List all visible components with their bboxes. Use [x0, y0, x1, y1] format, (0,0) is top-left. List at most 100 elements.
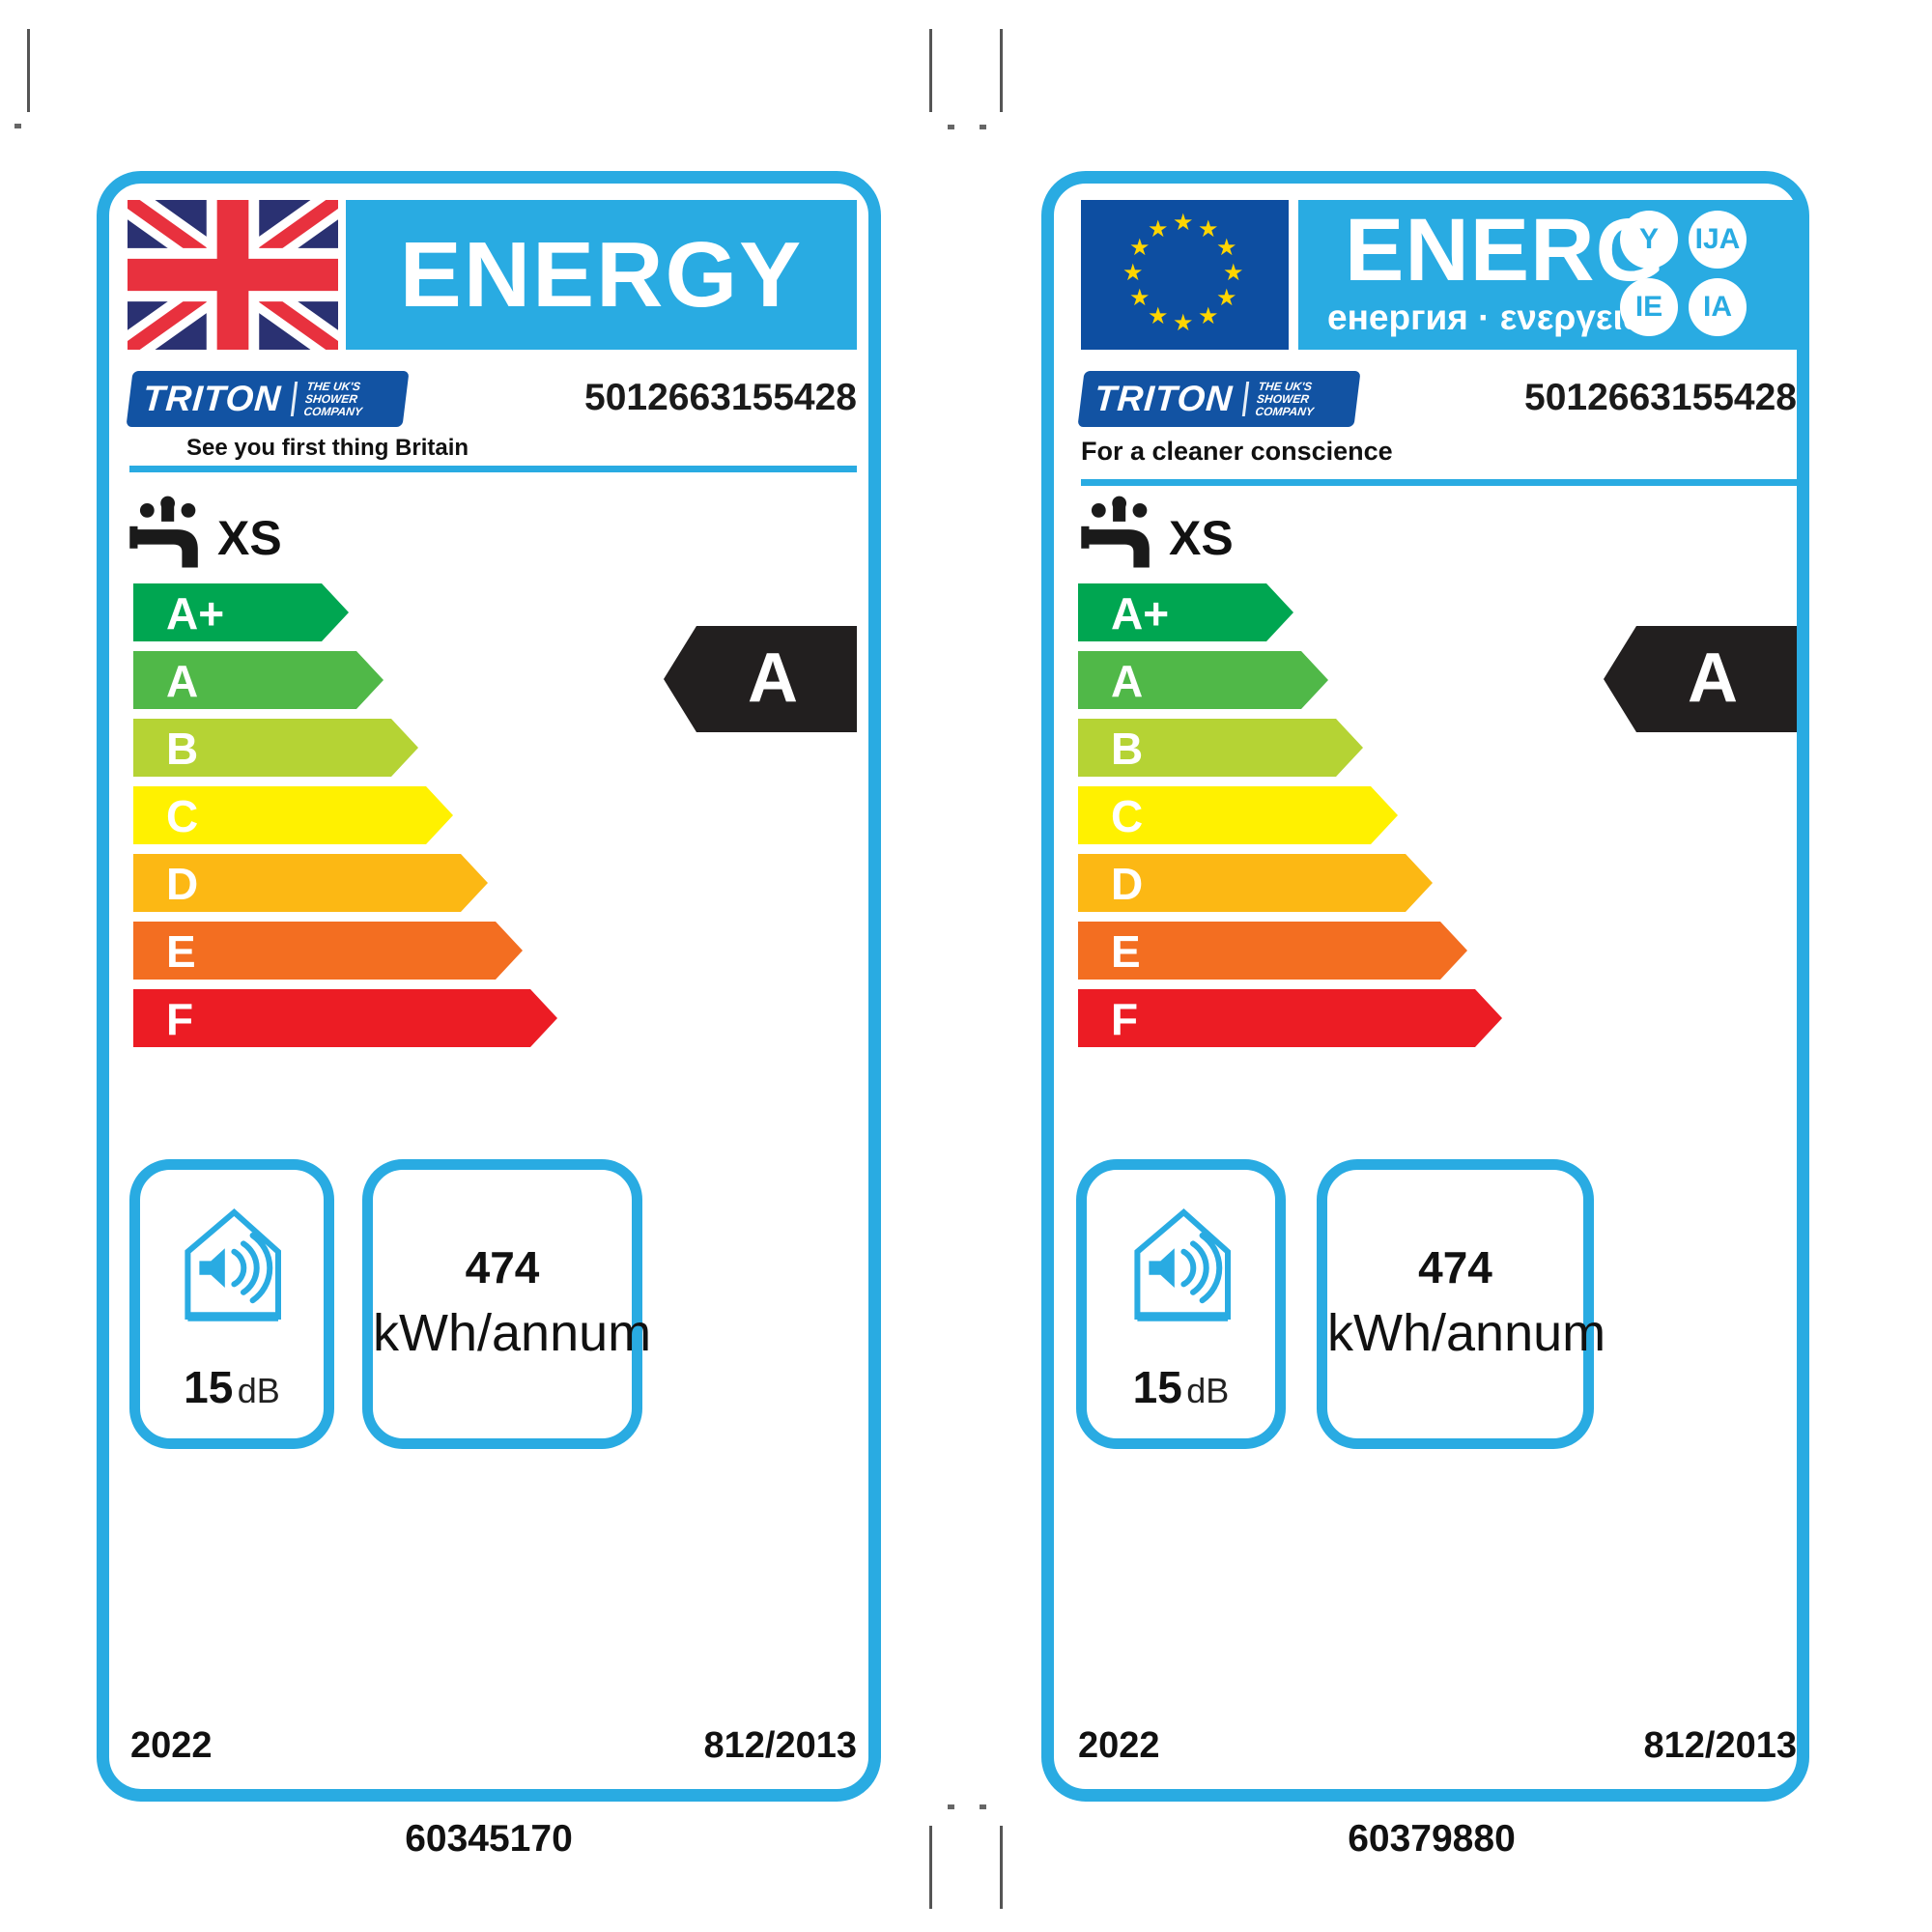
rating-letter: A — [1111, 656, 1144, 706]
rating-letter: E — [1111, 926, 1141, 977]
eu-flag: ★ ★ ★ ★ ★ ★ ★ ★ ★ ★ ★ ★ — [1081, 200, 1289, 350]
brand-suffix-line: SHOWER — [1256, 391, 1310, 406]
rating-letter: F — [1111, 994, 1139, 1044]
rating-letter: D — [166, 859, 199, 909]
noise-value: 15 dB — [1087, 1361, 1275, 1413]
kwh-unit: kWh/annum — [373, 1304, 652, 1362]
crop-mark — [948, 1804, 954, 1809]
uk-flag — [128, 200, 338, 350]
rating-arrow-aplus: A+ — [133, 583, 349, 641]
eu-star-icon: ★ — [1216, 235, 1237, 261]
energy-header: ENERGY — [346, 200, 857, 350]
rating-letter: A — [166, 656, 199, 706]
current-rating-arrow: A — [664, 626, 857, 732]
brand-suffix-line: THE UK'S — [305, 379, 362, 393]
footer-code-left: 60345170 — [405, 1818, 573, 1860]
brand-suffix-line: SHOWER — [304, 391, 358, 406]
regulation-number: 812/2013 — [703, 1725, 858, 1766]
rating-letter: A+ — [166, 588, 225, 639]
brand-name: TRITON — [141, 379, 283, 418]
brand-suffix-line: COMPANY — [302, 404, 363, 418]
logo-divider — [290, 382, 298, 416]
energy-wordmark: ENERGY — [399, 223, 804, 327]
tap-icon — [127, 495, 206, 574]
model-name: XS — [1169, 511, 1234, 565]
noise-box: 15 dB — [1076, 1159, 1286, 1449]
noise-number: 15 — [1132, 1362, 1182, 1412]
rating-letter: A+ — [1111, 588, 1170, 639]
eu-star-icon: ★ — [1198, 215, 1219, 242]
year: 2022 — [1078, 1725, 1160, 1766]
rating-arrow-c: C — [133, 786, 453, 844]
brand-name: TRITON — [1093, 379, 1235, 418]
eu-star-icon: ★ — [1122, 260, 1144, 286]
triton-logo: TRITON THE UK'S SHOWER COMPANY — [126, 371, 410, 427]
model-name: XS — [217, 511, 282, 565]
eu-star-icon: ★ — [1173, 210, 1194, 236]
rating-letter: B — [166, 724, 199, 774]
house-sound-icon — [1133, 1208, 1231, 1321]
rating-arrow-a: A — [133, 651, 384, 709]
triton-logo: TRITON THE UK'S SHOWER COMPANY — [1077, 371, 1361, 427]
crop-mark — [980, 125, 986, 129]
badge-ia: IA — [1689, 278, 1747, 336]
rating-letter: E — [166, 926, 196, 977]
crop-mark — [1000, 1826, 1003, 1909]
eu-star-icon: ★ — [1148, 215, 1169, 242]
energ-wordmark: ENERG — [1345, 201, 1666, 299]
badge-ie: IE — [1620, 278, 1678, 336]
crop-mark — [14, 124, 21, 128]
eu-star-icon: ★ — [1198, 303, 1219, 330]
eu-star-icon: ★ — [1128, 285, 1151, 311]
tap-icon — [1078, 495, 1157, 574]
consumption-box: 474 kWh/annum — [362, 1159, 652, 1449]
eu-star-icon: ★ — [1223, 260, 1244, 286]
rating-arrow-aplus: A+ — [1078, 583, 1293, 641]
noise-box: 15 dB — [129, 1159, 334, 1449]
rating-letter: C — [166, 791, 199, 841]
brand-tagline: See you first thing Britain — [186, 435, 469, 461]
rating-arrow-c: C — [1078, 786, 1398, 844]
footer-code-right: 60379880 — [1348, 1818, 1516, 1860]
logo-divider — [1241, 382, 1250, 416]
rating-arrow-b: B — [133, 719, 418, 777]
divider-rule — [129, 466, 857, 472]
rating-arrow-d: D — [133, 854, 488, 912]
noise-unit: dB — [237, 1371, 280, 1410]
rating-letter: C — [1111, 791, 1144, 841]
product-code: 5012663155428 — [584, 377, 857, 418]
brand-suffix: THE UK'S SHOWER COMPANY — [1254, 379, 1318, 418]
badge-ija: IJA — [1689, 211, 1747, 269]
noise-number: 15 — [184, 1362, 234, 1412]
consumption-box: 474 kWh/annum — [1317, 1159, 1605, 1449]
crop-mark — [980, 1804, 986, 1809]
divider-rule — [1081, 479, 1797, 486]
rating-letter: F — [166, 994, 194, 1044]
eu-star-icon: ★ — [1216, 285, 1237, 311]
kwh-value: 474 — [1418, 1242, 1492, 1293]
brand-suffix: THE UK'S SHOWER COMPANY — [302, 379, 366, 418]
energ-subtitle: енергия · ενεργεια — [1327, 298, 1645, 337]
house-sound-icon — [185, 1208, 281, 1321]
rating-arrow-e: E — [133, 922, 523, 980]
noise-unit: dB — [1186, 1371, 1230, 1410]
rating-arrow-f: F — [1078, 989, 1502, 1047]
eu-star-icon: ★ — [1128, 235, 1151, 261]
brand-tagline: For a cleaner conscience — [1081, 437, 1393, 466]
crop-mark — [27, 29, 30, 112]
rating-arrow-a: A — [1078, 651, 1328, 709]
product-code: 5012663155428 — [1524, 377, 1797, 418]
eu-star-icon: ★ — [1148, 303, 1169, 330]
crop-mark — [929, 1826, 932, 1909]
noise-value: 15 dB — [140, 1361, 324, 1413]
current-rating-arrow: A — [1604, 626, 1797, 732]
year: 2022 — [130, 1725, 213, 1766]
uk-energy-label: ENERGY 5012663155428 TRITON THE UK'S SHO… — [97, 171, 881, 1802]
brand-suffix-line: COMPANY — [1254, 404, 1315, 418]
crop-mark — [948, 125, 954, 129]
rating-arrow-f: F — [133, 989, 557, 1047]
kwh-value: 474 — [465, 1242, 540, 1293]
eu-energy-label: ★ ★ ★ ★ ★ ★ ★ ★ ★ ★ ★ ★ ENERG енергия · ενεργεια Y … — [1041, 171, 1809, 1802]
brand-suffix-line: THE UK'S — [1257, 379, 1314, 393]
